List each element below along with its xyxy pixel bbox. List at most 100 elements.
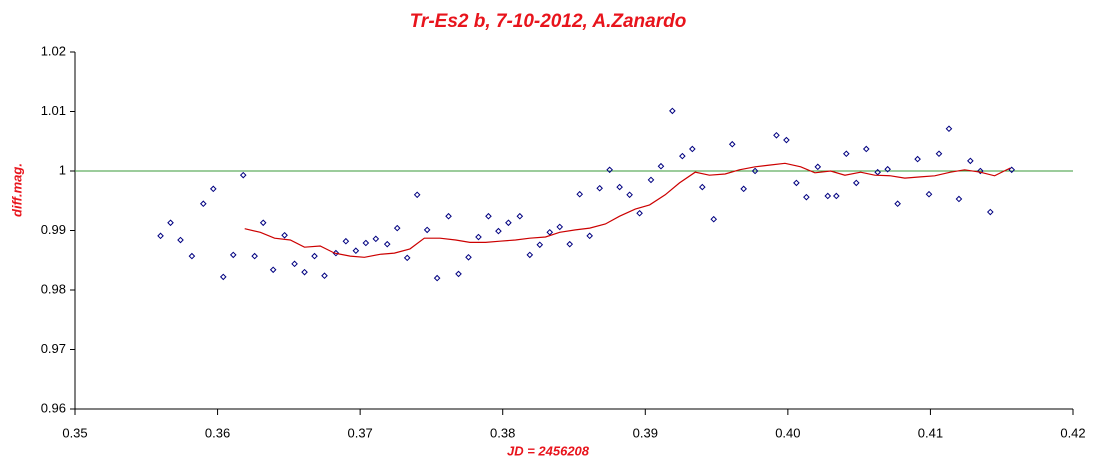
- data-point: [925, 190, 933, 198]
- data-point: [935, 150, 943, 158]
- data-point: [884, 165, 891, 173]
- y-tick-label: 0.96: [41, 400, 66, 415]
- data-point: [814, 163, 822, 171]
- x-tick-label: 0.36: [205, 425, 230, 440]
- data-point: [188, 252, 196, 260]
- x-tick-label: 0.39: [633, 425, 658, 440]
- data-point: [393, 224, 401, 232]
- data-point: [423, 226, 431, 234]
- data-point: [894, 200, 901, 208]
- data-point: [699, 183, 706, 191]
- data-point: [321, 272, 328, 280]
- data-point: [157, 232, 164, 240]
- data-point: [945, 125, 953, 133]
- y-axis-label: diff.mag.: [9, 163, 24, 217]
- data-point: [516, 212, 524, 220]
- y-tick-label: 1.02: [41, 43, 66, 58]
- moving-average-line: [244, 162, 1011, 258]
- data-point: [824, 192, 832, 200]
- data-point: [281, 231, 288, 239]
- data-point: [291, 260, 298, 268]
- data-point: [332, 249, 340, 257]
- y-tick-label: 0.98: [41, 281, 66, 296]
- data-point: [803, 193, 810, 201]
- data-point: [251, 252, 258, 260]
- data-point: [311, 252, 318, 260]
- data-point: [596, 184, 603, 192]
- x-tick-label: 0.38: [490, 425, 515, 440]
- data-point: [505, 219, 512, 227]
- x-axis-label: JD = 2456208: [507, 443, 590, 458]
- data-point: [843, 150, 850, 158]
- data-point: [465, 253, 472, 261]
- data-point: [657, 162, 665, 170]
- x-tick-label: 0.41: [918, 425, 943, 440]
- data-point: [793, 179, 800, 187]
- data-point: [914, 155, 921, 163]
- data-point: [269, 266, 277, 274]
- data-point: [636, 209, 643, 217]
- data-point: [301, 268, 308, 276]
- data-point: [342, 237, 350, 245]
- data-point: [710, 215, 718, 223]
- data-point: [977, 167, 984, 175]
- y-tick-label: 1: [59, 162, 66, 177]
- data-point: [626, 191, 633, 199]
- data-point: [485, 212, 492, 220]
- data-point: [536, 241, 544, 249]
- data-point: [987, 208, 994, 216]
- data-point: [219, 273, 227, 281]
- data-point: [352, 247, 360, 255]
- data-point: [177, 236, 184, 244]
- data-point: [209, 185, 217, 193]
- data-point: [1008, 166, 1015, 174]
- data-point: [475, 233, 482, 241]
- y-tick-label: 0.99: [41, 222, 66, 237]
- data-point: [679, 152, 686, 160]
- data-point: [445, 212, 452, 220]
- x-tick-label: 0.42: [1060, 425, 1085, 440]
- data-point: [647, 176, 655, 184]
- x-tick-label: 0.40: [775, 425, 800, 440]
- data-point: [783, 136, 790, 144]
- data-point: [556, 223, 564, 231]
- x-tick-label: 0.37: [347, 425, 372, 440]
- data-point: [669, 107, 676, 115]
- data-point: [955, 195, 963, 203]
- data-point: [259, 219, 267, 227]
- data-point: [967, 157, 974, 165]
- data-point: [616, 183, 623, 191]
- data-point: [566, 240, 574, 248]
- data-point: [526, 251, 534, 259]
- data-point: [383, 240, 391, 248]
- data-point: [852, 179, 860, 187]
- data-point: [773, 131, 780, 139]
- data-point: [362, 239, 370, 247]
- data-point: [229, 251, 237, 259]
- data-point: [200, 200, 207, 208]
- data-point: [403, 254, 411, 262]
- x-tick-label: 0.35: [62, 425, 87, 440]
- data-point: [833, 192, 840, 200]
- data-point: [167, 219, 174, 227]
- data-point: [874, 168, 881, 176]
- data-point: [689, 145, 696, 153]
- data-point: [495, 227, 502, 235]
- data-point: [751, 167, 759, 175]
- data-point: [586, 232, 593, 240]
- y-tick-label: 0.97: [41, 341, 66, 356]
- chart-title: Tr-Es2 b, 7-10-2012, A.Zanardo: [410, 11, 687, 32]
- data-point: [740, 185, 747, 193]
- data-point: [606, 166, 613, 174]
- data-point: [239, 171, 247, 179]
- y-tick-label: 1.01: [41, 103, 66, 118]
- data-point: [413, 191, 421, 199]
- data-point: [862, 145, 870, 153]
- data-point: [546, 228, 554, 236]
- data-point: [433, 274, 441, 282]
- data-point: [728, 140, 736, 148]
- data-point: [372, 235, 380, 243]
- data-point: [455, 270, 462, 278]
- data-point: [576, 190, 584, 198]
